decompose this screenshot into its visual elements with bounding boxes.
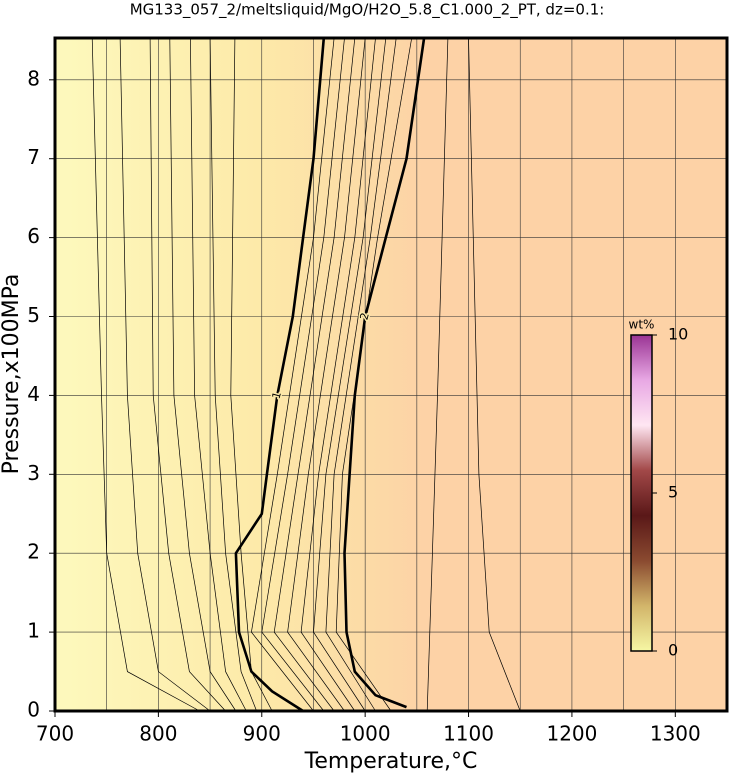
y-tick-label: 8 — [27, 66, 40, 90]
contour-line — [426, 37, 449, 712]
contour-line — [335, 37, 413, 712]
x-tick-label: 1000 — [340, 722, 391, 746]
contour-line — [230, 37, 273, 712]
contour-line — [149, 37, 226, 712]
contour-line — [91, 37, 200, 712]
x-tick-label: 1300 — [650, 722, 701, 746]
chart-title: MG133_057_2/meltsliquid/MgO/H2O_5.8_C1.0… — [130, 1, 605, 20]
y-tick-label: 2 — [27, 540, 40, 564]
x-tick-label: 1200 — [546, 722, 597, 746]
contour-line — [119, 37, 211, 712]
contour-line — [325, 37, 397, 712]
contour-line — [313, 37, 387, 712]
y-tick-label: 0 — [27, 698, 40, 722]
x-tick-label: 1100 — [443, 722, 494, 746]
contour-line — [300, 37, 376, 712]
colorbar-tick-label: 5 — [668, 483, 678, 502]
y-tick-label: 6 — [27, 224, 40, 248]
y-tick-label: 7 — [27, 145, 40, 169]
y-tick-label: 5 — [27, 303, 40, 327]
x-tick-label: 800 — [139, 722, 177, 746]
y-axis-label: Pressure,x100MPa — [0, 274, 24, 475]
y-tick-label: 1 — [27, 619, 40, 643]
plot-frame — [53, 36, 729, 713]
contour-line — [261, 37, 345, 712]
colorbar-label: wt% — [629, 318, 655, 332]
contour-line — [273, 37, 356, 712]
y-tick-label: 3 — [27, 461, 40, 485]
colorbar — [630, 334, 653, 652]
contour-line — [287, 37, 366, 712]
major-contour — [234, 37, 326, 713]
contour-line — [468, 37, 521, 712]
contour-line — [190, 37, 247, 712]
contour-line — [209, 37, 257, 712]
x-tick-label: 900 — [243, 722, 281, 746]
contour-line — [251, 37, 335, 712]
plot-background — [55, 38, 727, 711]
colorbar-tick-label: 0 — [668, 641, 678, 660]
colorbar-tick-label: 10 — [668, 325, 688, 344]
x-tick-label: 700 — [36, 722, 74, 746]
contour-line — [169, 37, 237, 712]
y-tick-label: 4 — [27, 382, 40, 406]
x-axis-label: Temperature,°C — [304, 749, 478, 774]
major-contour — [343, 37, 426, 709]
